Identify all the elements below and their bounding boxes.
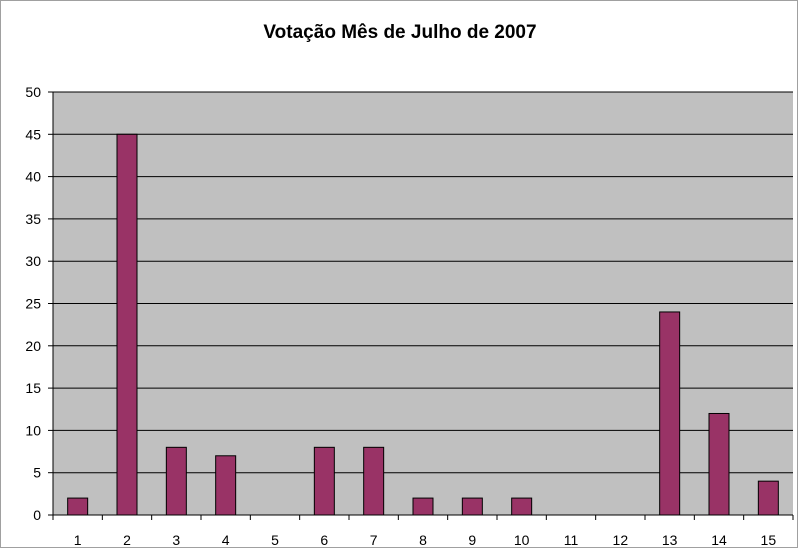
x-tick-label: 9 (468, 532, 476, 548)
x-tick-label: 13 (662, 532, 678, 548)
x-tick-label: 10 (514, 532, 530, 548)
y-tick-label: 25 (25, 296, 41, 312)
y-tick-label: 20 (25, 338, 41, 354)
bar (116, 133, 138, 516)
x-tick-label: 15 (761, 532, 777, 548)
bars (67, 133, 779, 516)
bar (659, 311, 681, 516)
x-tick-label: 4 (222, 532, 230, 548)
y-tick-labels: 0 5 10 15 20 25 30 35 40 45 50 (25, 84, 41, 523)
x-tick-label: 14 (711, 532, 727, 548)
y-tick-label: 5 (33, 465, 41, 481)
x-tick-label: 12 (613, 532, 629, 548)
x-tick-label: 2 (123, 532, 131, 548)
x-tick-label: 11 (564, 532, 579, 548)
bar (313, 446, 335, 516)
y-tick-label: 40 (25, 169, 41, 185)
y-tick-label: 30 (25, 253, 41, 269)
bar (757, 480, 779, 516)
y-tick-label: 50 (25, 84, 41, 100)
bar (165, 446, 187, 516)
x-tick-label: 5 (271, 532, 279, 548)
bar (461, 497, 483, 516)
x-tick-label: 1 (74, 532, 82, 548)
y-tick-label: 0 (33, 507, 41, 523)
y-tick-label: 10 (25, 422, 41, 438)
bar (363, 446, 385, 516)
x-tick-label: 3 (172, 532, 180, 548)
bar (708, 412, 730, 516)
x-tick-labels: 1 2 3 4 5 6 7 8 9 10 11 12 13 14 15 (74, 532, 777, 548)
bar (511, 497, 533, 516)
chart-title: Votação Mês de Julho de 2007 (263, 22, 537, 43)
x-tick-label: 7 (370, 532, 378, 548)
bar (215, 455, 237, 516)
axes (48, 91, 794, 520)
x-tick-label: 8 (419, 532, 427, 548)
y-tick-label: 15 (25, 380, 41, 396)
y-tick-label: 35 (25, 211, 41, 227)
x-tick-label: 6 (320, 532, 328, 548)
bar (67, 497, 89, 516)
y-tick-label: 45 (25, 126, 41, 142)
bar (412, 497, 434, 516)
